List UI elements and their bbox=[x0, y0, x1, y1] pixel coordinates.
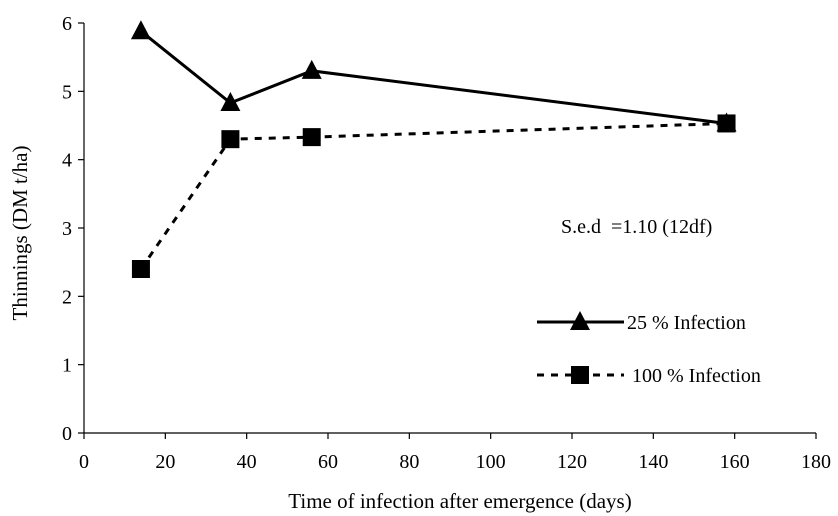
data-point-marker bbox=[301, 59, 322, 79]
legend-label: 100 % Infection bbox=[632, 365, 761, 387]
legend-item-2: 100 % Infection bbox=[537, 365, 761, 387]
legend-item-1: 25 % Infection bbox=[537, 311, 746, 334]
x-tick-label: 100 bbox=[476, 451, 506, 473]
x-tick-label: 0 bbox=[79, 451, 89, 473]
series-line bbox=[139, 30, 727, 125]
legend-label: 25 % Infection bbox=[627, 312, 746, 334]
data-point-marker bbox=[131, 260, 150, 278]
y-tick-label: 4 bbox=[62, 150, 72, 172]
data-point-marker bbox=[130, 20, 151, 40]
series-2 bbox=[131, 114, 736, 278]
series-1 bbox=[130, 20, 737, 132]
x-tick-label: 20 bbox=[155, 451, 175, 473]
legend-marker bbox=[570, 311, 590, 330]
data-point-marker bbox=[717, 114, 736, 133]
sed-annotation: S.e.d =1.10 (12df) bbox=[561, 216, 712, 238]
x-tick-label: 120 bbox=[557, 451, 587, 473]
legend: 25 % Infection 100 % Infection bbox=[537, 311, 761, 387]
x-tick-label: 80 bbox=[399, 451, 419, 473]
y-tick-label: 6 bbox=[62, 13, 72, 35]
y-tick-label: 5 bbox=[62, 81, 72, 103]
x-tick-label: 180 bbox=[801, 451, 831, 473]
y-tick-label: 1 bbox=[62, 355, 72, 377]
data-point-marker bbox=[302, 128, 321, 147]
series-line bbox=[139, 121, 727, 270]
series-layer bbox=[130, 20, 737, 278]
x-ticks: 0 20 40 60 80 100 120 140 160 180 bbox=[79, 433, 831, 473]
data-point-marker bbox=[221, 130, 240, 149]
x-tick-label: 60 bbox=[318, 451, 338, 473]
y-axis-title: Thinnings (DM t/ha) bbox=[8, 146, 32, 321]
data-point-marker bbox=[220, 91, 241, 111]
y-ticks: 0 1 2 3 4 5 6 bbox=[62, 13, 84, 445]
y-tick-label: 2 bbox=[62, 286, 72, 308]
x-tick-label: 140 bbox=[638, 451, 668, 473]
legend-marker bbox=[571, 366, 589, 384]
x-tick-label: 160 bbox=[720, 451, 750, 473]
x-tick-label: 40 bbox=[237, 451, 257, 473]
x-axis-title: Time of infection after emergence (days) bbox=[288, 489, 631, 513]
y-tick-label: 0 bbox=[62, 423, 72, 445]
y-tick-label: 3 bbox=[62, 218, 72, 240]
